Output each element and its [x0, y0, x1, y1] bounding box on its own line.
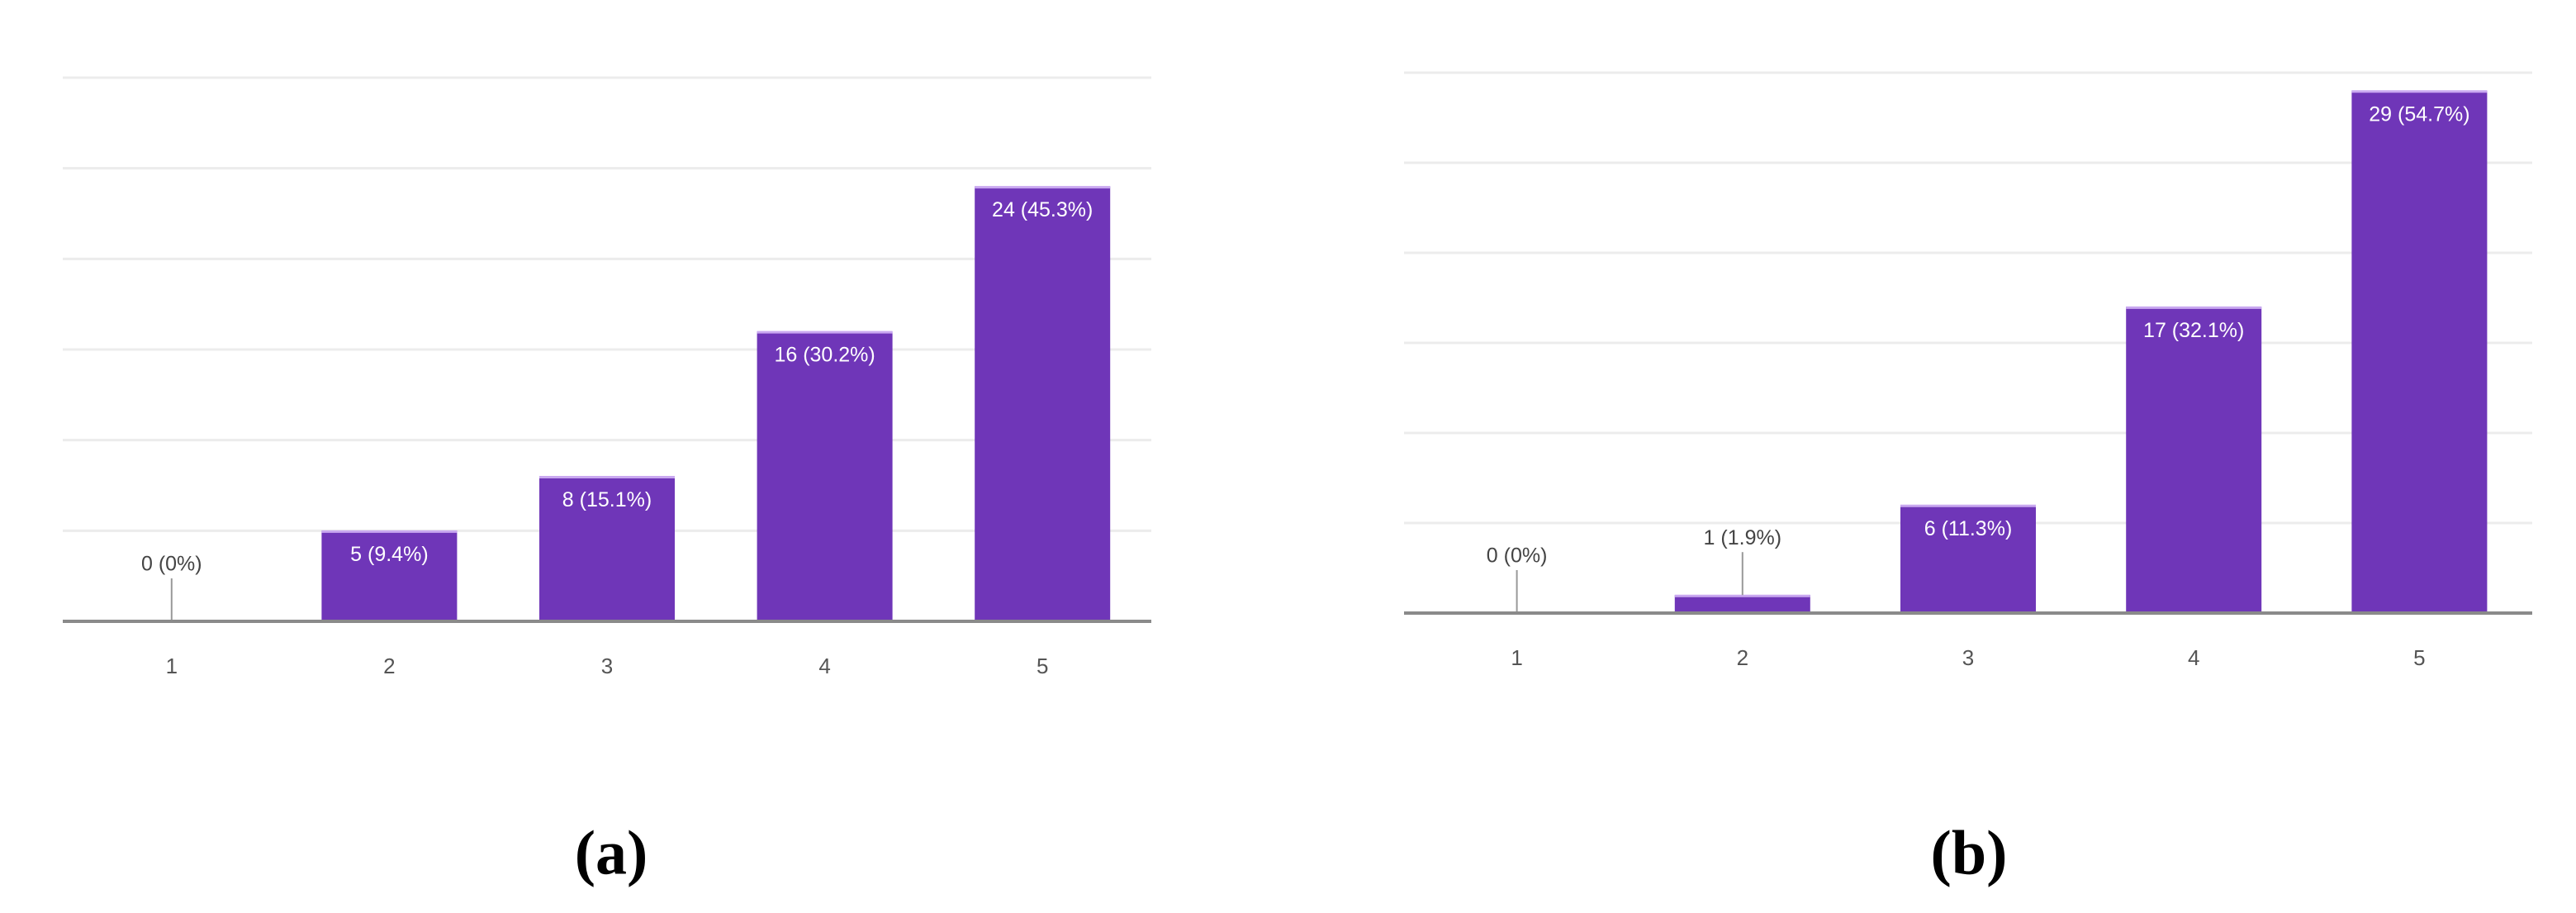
- caption: (a): [575, 818, 648, 887]
- value-label: 24 (45.3%): [992, 198, 1093, 221]
- value-label: 16 (30.2%): [774, 344, 875, 367]
- x-tick-label: 3: [1962, 645, 1974, 670]
- bar: [1674, 595, 1810, 613]
- x-tick-label: 2: [383, 654, 395, 678]
- value-label: 1 (1.9%): [1704, 526, 1781, 549]
- bar: [2351, 90, 2488, 614]
- value-label: 6 (11.3%): [1924, 517, 2013, 540]
- x-tick-label: 4: [818, 654, 830, 678]
- x-tick-label: 4: [2188, 645, 2199, 670]
- value-label: 17 (32.1%): [2143, 319, 2244, 342]
- bar: [321, 530, 458, 621]
- x-tick-label: 2: [1737, 645, 1748, 670]
- value-label: 0 (0%): [141, 553, 202, 576]
- value-label: 5 (9.4%): [350, 543, 428, 566]
- bar: [2126, 307, 2262, 613]
- x-tick-label: 3: [601, 654, 613, 678]
- value-label: 0 (0%): [1487, 544, 1548, 568]
- x-tick-label: 5: [1037, 654, 1048, 678]
- x-tick-label: 1: [166, 654, 178, 678]
- value-label: 29 (54.7%): [2369, 102, 2469, 126]
- bar: [539, 476, 675, 621]
- value-label: 8 (15.1%): [562, 488, 652, 511]
- x-tick-label: 5: [2413, 645, 2425, 670]
- x-tick-label: 1: [1511, 645, 1522, 670]
- caption: (b): [1931, 818, 2008, 887]
- bar: [975, 186, 1111, 622]
- bar: [757, 331, 893, 621]
- bar: [1900, 505, 2036, 613]
